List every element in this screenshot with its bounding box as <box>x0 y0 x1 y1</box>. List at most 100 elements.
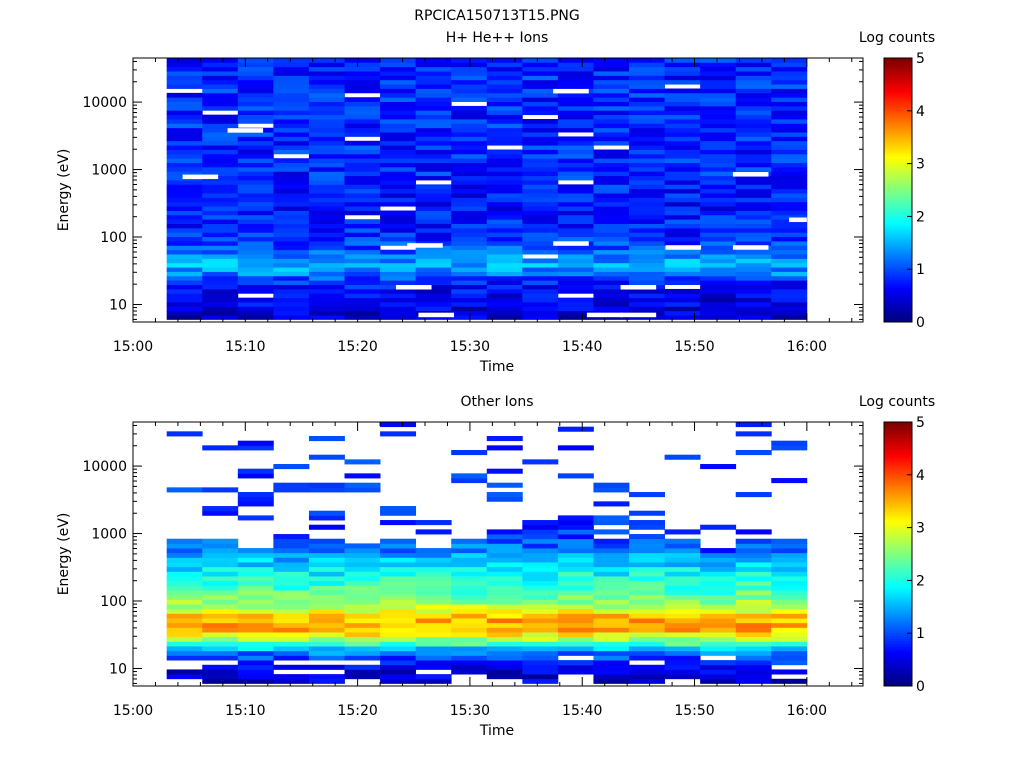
heatmap-cell <box>415 79 452 85</box>
data-gap <box>732 172 769 177</box>
heatmap-cell <box>486 197 523 203</box>
heatmap-cell <box>237 162 274 168</box>
colorbar-step <box>884 495 912 500</box>
heatmap-cell <box>735 315 772 320</box>
heatmap-cell <box>344 552 381 558</box>
heatmap-cell <box>344 110 381 116</box>
heatmap-cell <box>237 201 274 207</box>
heatmap-cell <box>273 79 310 85</box>
heatmap-cell <box>344 123 381 129</box>
heatmap-cell <box>166 193 203 198</box>
heatmap-cell <box>700 92 737 98</box>
heatmap-cell <box>771 140 808 146</box>
heatmap-cell <box>344 590 381 596</box>
colorbar-step <box>884 601 912 605</box>
heatmap-cell <box>273 188 310 194</box>
heatmap-cell <box>486 669 523 675</box>
colorbar-step <box>884 211 912 215</box>
x-tick-label: 15:20 <box>337 703 377 719</box>
y-axis-label: Energy (eV) <box>56 149 72 232</box>
heatmap-cell <box>344 275 381 281</box>
heatmap-cell <box>415 132 452 137</box>
heatmap-cell <box>629 158 665 163</box>
heatmap-cell <box>415 158 452 163</box>
heatmap-cell <box>166 92 203 98</box>
heatmap-cell <box>593 262 630 268</box>
heatmap-cell <box>486 88 523 94</box>
heatmap-cell <box>629 214 665 220</box>
heatmap-cell <box>415 153 452 159</box>
heatmap-cell <box>166 618 203 624</box>
heatmap-cell <box>522 197 559 203</box>
heatmap-cell <box>344 197 381 203</box>
heatmap-cell <box>308 58 345 63</box>
x-tick-label: 15:20 <box>337 339 377 355</box>
heatmap-cell <box>273 84 310 89</box>
heatmap-cell <box>629 79 665 85</box>
heatmap-cell <box>415 227 452 233</box>
heatmap-cell <box>771 145 808 150</box>
heatmap-cell <box>593 538 630 544</box>
heatmap-cell <box>344 627 381 633</box>
heatmap-cell <box>557 153 594 159</box>
heatmap-cell <box>273 632 310 638</box>
heatmap-cell <box>486 580 523 586</box>
heatmap-cell <box>344 585 381 591</box>
heatmap-cell <box>700 127 737 133</box>
heatmap-cell <box>522 236 559 242</box>
heatmap-cell <box>380 71 417 76</box>
heatmap-cell <box>522 188 559 194</box>
heatmap-cell <box>486 436 523 442</box>
heatmap-cell <box>166 655 203 661</box>
heatmap-cell <box>557 627 594 633</box>
heatmap-cell <box>415 206 452 211</box>
heatmap-cell <box>593 543 630 549</box>
heatmap-cell <box>664 188 701 194</box>
colorbar-step <box>884 680 912 684</box>
heatmap-cell <box>593 315 630 320</box>
heatmap-cell <box>486 315 523 320</box>
heatmap-cell <box>771 618 808 624</box>
heatmap-cell <box>344 101 381 107</box>
heatmap-cell <box>415 110 452 116</box>
heatmap-cell <box>273 245 310 251</box>
heatmap-cell <box>593 604 630 610</box>
heatmap-cell <box>664 613 701 619</box>
heatmap-cell <box>664 580 701 586</box>
colorbar-step <box>884 126 912 130</box>
heatmap-cell <box>273 210 310 216</box>
heatmap-cell <box>237 548 274 554</box>
colorbar-step <box>884 477 912 481</box>
heatmap-cell <box>593 608 630 614</box>
colorbar-tick-label: 4 <box>916 468 925 484</box>
heatmap-cell <box>629 267 665 272</box>
heatmap-cell <box>273 482 310 488</box>
heatmap-cell <box>771 297 808 303</box>
colorbar-step <box>884 118 912 122</box>
colorbar-step <box>884 229 912 233</box>
heatmap-cell <box>557 445 594 451</box>
heatmap-cell <box>166 219 203 224</box>
heatmap-cell <box>522 232 559 238</box>
heatmap-cell <box>771 641 808 647</box>
heatmap-cell <box>415 58 452 63</box>
heatmap-cell <box>237 275 274 281</box>
heatmap-cell <box>380 241 417 246</box>
heatmap-cell <box>664 267 701 272</box>
heatmap-cell <box>664 166 701 172</box>
heatmap-cell <box>593 280 630 285</box>
heatmap-cell <box>486 71 523 76</box>
heatmap-cell <box>451 632 488 638</box>
heatmap-cell <box>451 223 488 229</box>
heatmap-cell <box>344 293 381 299</box>
heatmap-cell <box>344 599 381 605</box>
heatmap-cell <box>166 641 203 647</box>
heatmap-cell <box>344 280 381 285</box>
heatmap-cell <box>308 158 345 163</box>
heatmap-cell <box>308 193 345 198</box>
heatmap-cell <box>522 227 559 233</box>
heatmap-cell <box>166 254 203 259</box>
heatmap-cell <box>593 88 630 94</box>
colorbar-step <box>884 250 912 254</box>
heatmap-cell <box>700 97 737 102</box>
